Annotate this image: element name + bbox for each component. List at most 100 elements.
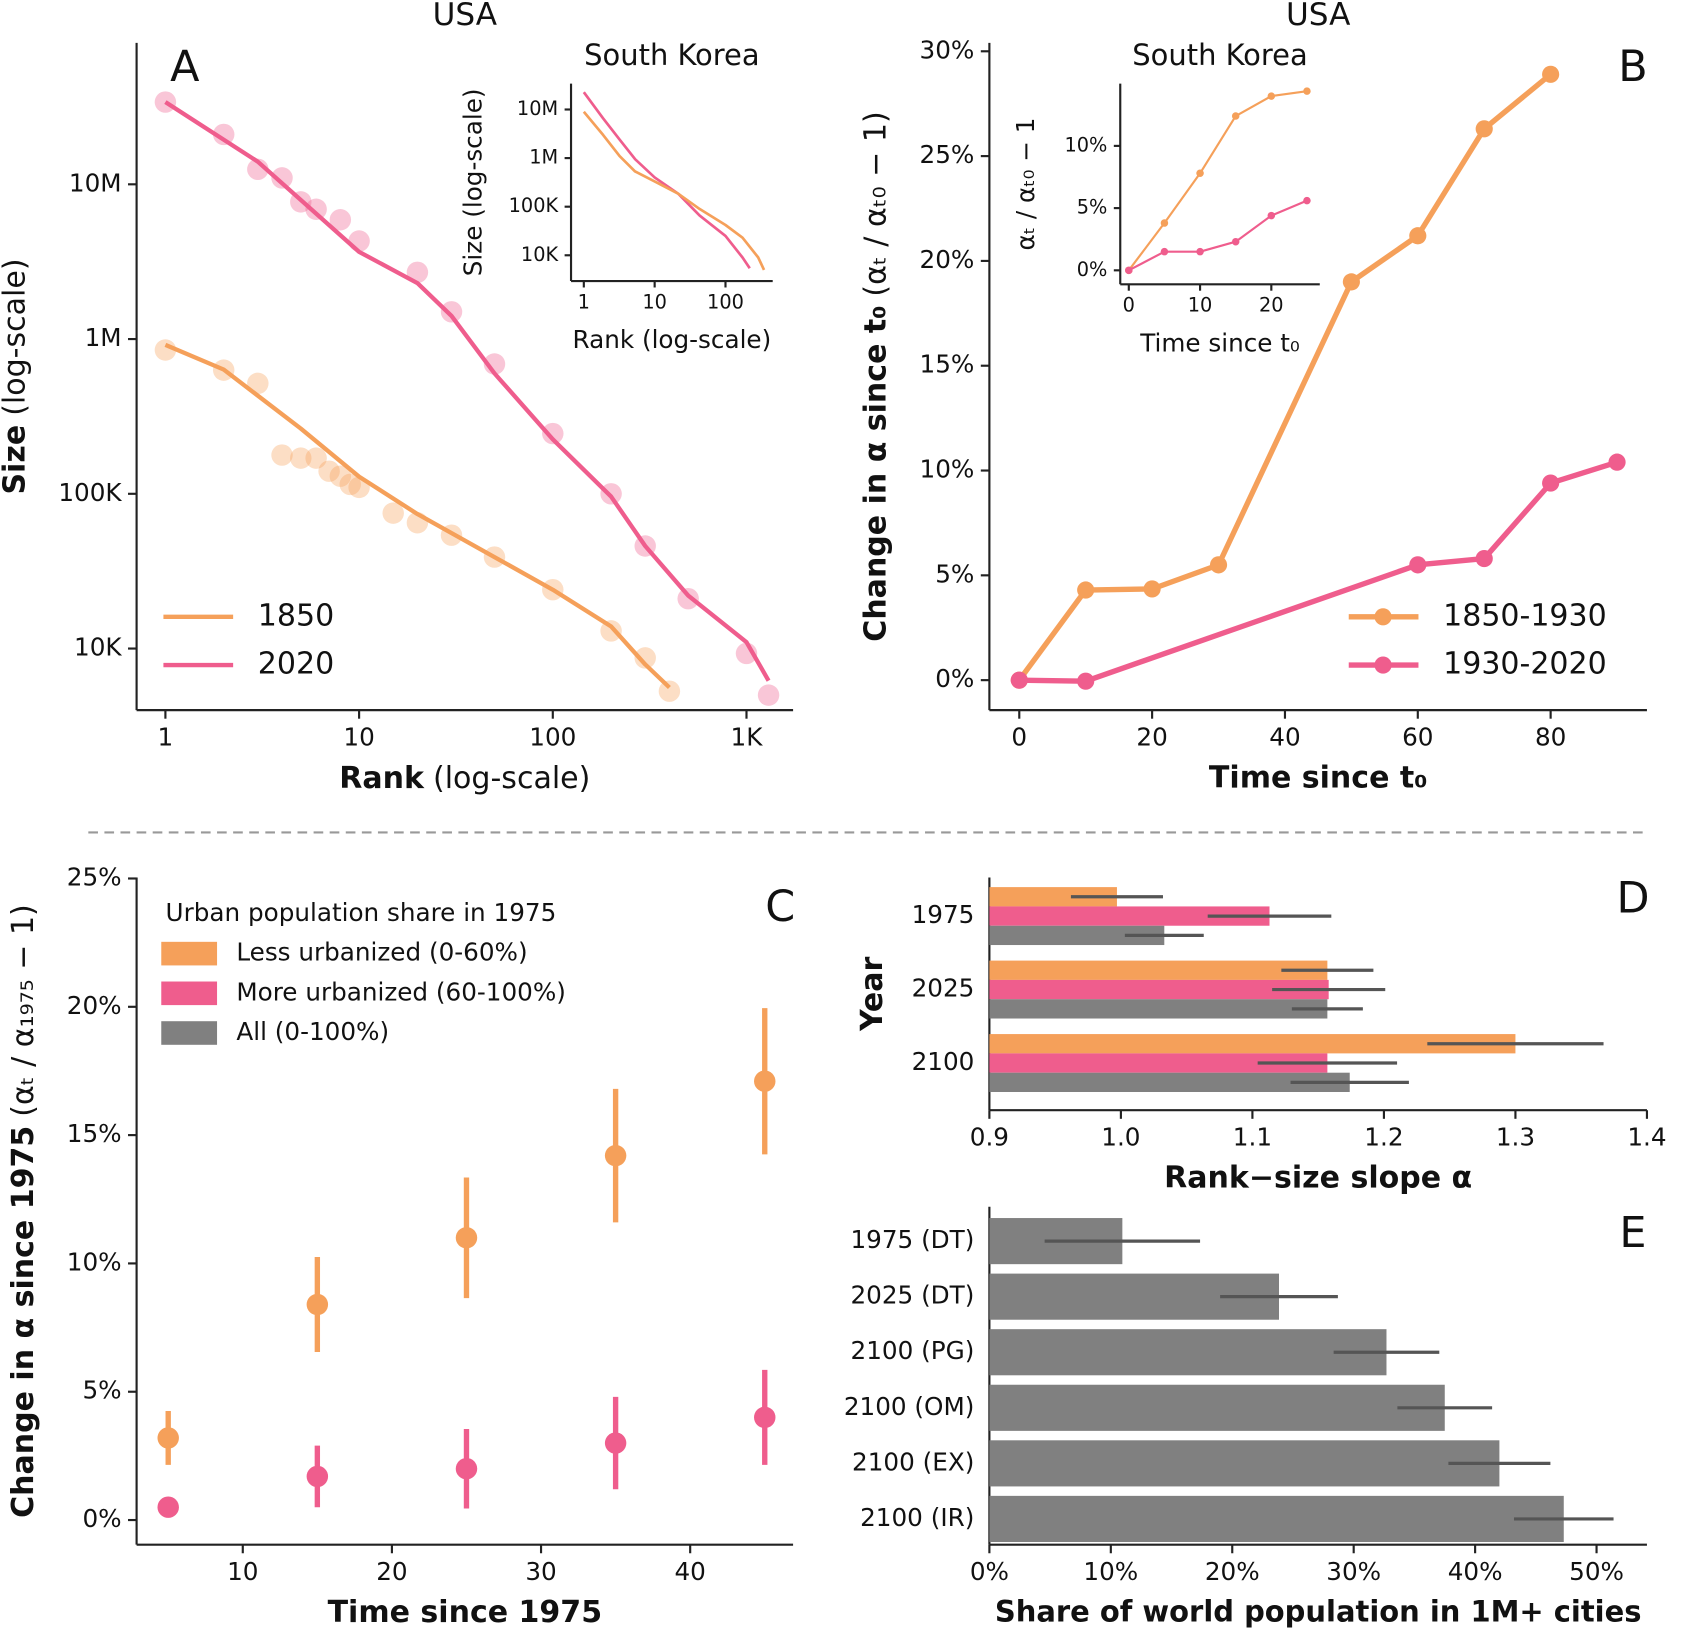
scatter-point <box>271 444 293 466</box>
scatter-point <box>542 422 564 445</box>
scatter-point <box>677 587 699 610</box>
legend-label: All (0-100%) <box>236 1017 389 1046</box>
y-axis-label-part: (αₜ / αₜ₀ − 1) <box>858 111 893 296</box>
scatter-point <box>271 167 293 189</box>
marker <box>1303 196 1311 205</box>
marker <box>1409 556 1427 574</box>
point <box>604 1144 627 1167</box>
y-axis-label-part: Change in α since t₀ <box>858 306 893 642</box>
x-axis-label: Time since 1975 <box>328 1595 603 1630</box>
x-tick-label: 20% <box>1205 1557 1260 1586</box>
x-tick-label: 1 <box>158 722 174 751</box>
y-axis-label-part: Size <box>0 425 32 495</box>
x-tick-label: 10 <box>642 290 667 313</box>
series-line <box>1127 90 1308 271</box>
marker <box>1143 580 1161 598</box>
scatter-point <box>406 261 429 284</box>
series-line <box>164 100 771 682</box>
x-tick-label: 20 <box>1136 722 1167 751</box>
marker <box>1231 237 1240 246</box>
legend-label: More urbanized (60-100%) <box>236 977 566 1006</box>
scatter-point <box>305 198 327 220</box>
x-tick-label: 30 <box>525 1557 556 1586</box>
scatter-point <box>212 123 235 146</box>
marker <box>1231 112 1240 120</box>
x-tick-label: 0.9 <box>970 1123 1009 1152</box>
scatter-point <box>290 447 312 469</box>
x-tick-label: 20 <box>1259 294 1284 317</box>
series-line <box>1017 72 1553 682</box>
marker <box>1160 247 1169 256</box>
y-tick-label: 10K <box>521 243 560 266</box>
panel-letter: E <box>1619 1208 1646 1258</box>
legend-label: 1850 <box>258 598 334 633</box>
x-tick-label: 1.4 <box>1627 1123 1666 1152</box>
x-axis-label: Rank (log-scale) <box>573 325 772 354</box>
marker <box>1077 672 1095 690</box>
marker <box>1209 556 1228 574</box>
chart-title: South Korea <box>1132 38 1307 72</box>
bar <box>989 1329 1387 1376</box>
point <box>306 1465 329 1488</box>
y-tick-label: 2025 (DT) <box>850 1281 974 1310</box>
y-axis-label: Change in α since t₀ (αₜ / αₜ₀ − 1) <box>858 111 893 641</box>
x-tick-label: 1 <box>578 290 590 313</box>
x-axis-label-part: (log-scale) <box>433 760 590 795</box>
scatter-point <box>339 473 361 496</box>
x-axis-label: Share of world population in 1M+ cities <box>995 1594 1642 1628</box>
x-tick-label: 50% <box>1569 1557 1624 1586</box>
bar <box>989 1384 1445 1431</box>
y-tick-label: 10% <box>920 455 975 484</box>
chart-title: USA <box>1286 0 1351 33</box>
point <box>455 1227 478 1249</box>
scatter-point <box>382 502 404 524</box>
bar <box>989 1034 1516 1054</box>
marker <box>1542 65 1560 83</box>
legend-label: 1850-1930 <box>1443 598 1607 633</box>
point <box>157 1496 179 1518</box>
x-tick-label: 0% <box>970 1557 1009 1586</box>
bar <box>989 1495 1564 1542</box>
bar <box>989 1053 1328 1073</box>
y-tick-label: 25% <box>67 862 122 891</box>
y-tick-label: 15% <box>920 350 975 379</box>
marker <box>1608 453 1626 471</box>
y-tick-label: 20% <box>920 245 975 274</box>
x-tick-label: 30% <box>1326 1557 1381 1586</box>
y-tick-label: 2100 (PG) <box>851 1336 975 1365</box>
legend-swatch <box>161 1021 218 1045</box>
marker <box>1542 474 1560 492</box>
y-axis-label: αₜ / αₜ₀ − 1 <box>1011 117 1040 250</box>
scatter-point <box>305 447 327 469</box>
legend-label: 2020 <box>258 647 334 682</box>
legend-swatch <box>161 941 218 966</box>
y-tick-label: 1M <box>529 146 558 169</box>
x-tick-label: 0 <box>1123 294 1135 317</box>
x-axis-label: Time since t₀ <box>1209 760 1427 795</box>
x-tick-label: 1.3 <box>1496 1123 1535 1152</box>
x-tick-label: 1K <box>731 722 764 751</box>
chart-title: USA <box>433 0 498 33</box>
x-axis-label: Rank (log-scale) <box>339 760 590 795</box>
y-tick-label: 5% <box>935 559 974 588</box>
marker <box>1409 227 1427 245</box>
x-tick-label: 40% <box>1448 1557 1503 1586</box>
marker <box>1475 549 1493 568</box>
x-tick-label: 10 <box>1188 294 1213 317</box>
x-tick-label: 1.0 <box>1101 1123 1140 1152</box>
y-tick-label: 1975 (DT) <box>850 1225 974 1254</box>
point <box>455 1457 478 1480</box>
series-line <box>582 91 751 270</box>
bar <box>989 1440 1500 1487</box>
x-tick-label: 10 <box>343 722 374 751</box>
panel-letter: B <box>1618 42 1647 92</box>
marker <box>1196 169 1204 178</box>
scatter-point <box>247 372 269 395</box>
y-axis-label-part: Change in α since 1975 <box>5 1126 40 1518</box>
x-tick-label: 40 <box>1269 722 1300 751</box>
y-tick-label: 10% <box>67 1247 122 1276</box>
legend-marker <box>1374 656 1392 674</box>
x-axis-label-part: Rank <box>339 760 425 795</box>
marker <box>1267 211 1276 220</box>
series-line <box>1128 199 1308 272</box>
